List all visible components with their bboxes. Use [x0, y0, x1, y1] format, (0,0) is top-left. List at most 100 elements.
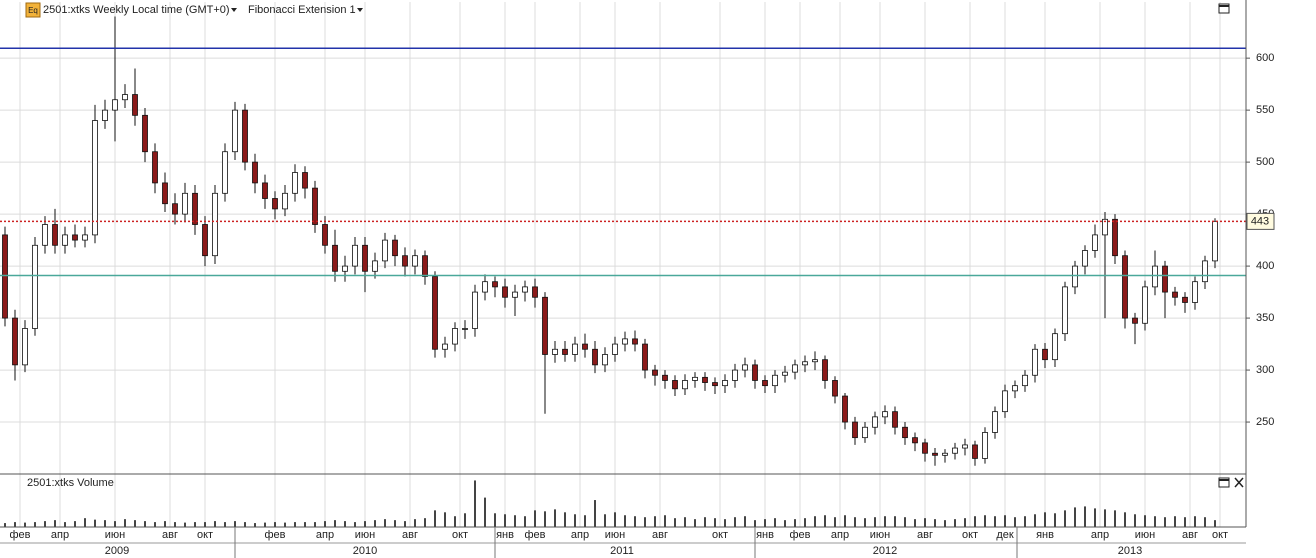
- candle-body: [742, 364, 748, 371]
- candle-body: [1202, 260, 1208, 283]
- chart-title[interactable]: 2501:xtks Weekly Local time (GMT+0): [43, 4, 230, 16]
- volume-bar: [734, 517, 736, 527]
- volume-bar: [1164, 517, 1166, 527]
- candle-body: [152, 151, 158, 184]
- volume-bar: [24, 522, 26, 527]
- y-tick-label: 350: [1256, 312, 1274, 324]
- candle-body: [1102, 218, 1108, 236]
- symbol-icon[interactable]: [25, 2, 41, 18]
- candle-body: [1082, 250, 1088, 267]
- candle-body: [942, 452, 948, 456]
- candle-body: [1002, 390, 1008, 413]
- volume-bar: [714, 518, 716, 527]
- maximize-button[interactable]: [1218, 477, 1230, 488]
- candle-body: [1042, 348, 1048, 361]
- x-tick-label: дек: [996, 529, 1014, 541]
- candle-body: [1052, 333, 1058, 361]
- volume-bar: [274, 522, 276, 527]
- candle-body: [882, 411, 888, 418]
- candle-body: [302, 172, 308, 189]
- volume-bar: [1004, 515, 1006, 527]
- volume-bar: [554, 509, 556, 527]
- volume-bar: [14, 522, 16, 527]
- volume-bar: [814, 516, 816, 527]
- volume-bar: [684, 517, 686, 527]
- volume-bar: [54, 520, 56, 527]
- indicator-title[interactable]: Fibonacci Extension 1: [248, 4, 356, 16]
- dropdown-arrow[interactable]: [231, 8, 237, 12]
- candle-body: [842, 395, 848, 423]
- year-label: 2012: [873, 545, 897, 557]
- marks: [0, 16, 1246, 527]
- volume-bar: [574, 514, 576, 527]
- x-tick-label: окт: [452, 529, 468, 541]
- symbol-icon-text: Eq: [28, 6, 38, 15]
- candle-body: [392, 239, 398, 257]
- close-button[interactable]: [1234, 477, 1244, 488]
- volume-bar: [704, 517, 706, 527]
- volume-bar: [284, 522, 286, 527]
- candle-body: [342, 265, 348, 272]
- volume-bar: [324, 521, 326, 527]
- volume-bar: [404, 521, 406, 527]
- candle-body: [242, 109, 248, 163]
- candle-body: [962, 444, 968, 449]
- volume-bar: [794, 519, 796, 527]
- candle-body: [1162, 265, 1168, 293]
- x-tick-label: окт: [197, 529, 213, 541]
- candle-body: [362, 244, 368, 272]
- candle-body: [142, 114, 148, 153]
- volume-bar: [764, 519, 766, 527]
- candle-body: [582, 343, 588, 350]
- maximize-button[interactable]: [1218, 3, 1230, 14]
- volume-bar: [634, 516, 636, 527]
- candle-body: [702, 376, 708, 383]
- x-tick-label: авг: [652, 529, 668, 541]
- candle-body: [112, 99, 118, 111]
- volume-bar: [84, 518, 86, 527]
- candle-body: [622, 338, 628, 345]
- volume-bar: [304, 522, 306, 527]
- volume-bar: [444, 512, 446, 527]
- candle-body: [492, 281, 498, 288]
- candle-body: [542, 296, 548, 355]
- candle-body: [172, 203, 178, 215]
- candle-body: [382, 239, 388, 262]
- year-label: 2013: [1118, 545, 1142, 557]
- candle-body: [672, 380, 678, 390]
- volume-bar: [564, 512, 566, 527]
- candle-body: [662, 374, 668, 381]
- price-label-box: [1246, 212, 1275, 230]
- candle-body: [952, 447, 958, 454]
- candle-body: [252, 161, 258, 184]
- x-tick-label: июн: [870, 529, 890, 541]
- candle-body: [272, 198, 278, 210]
- x-tick-label: окт: [962, 529, 978, 541]
- candle-body: [12, 317, 18, 366]
- x-tick-label: апр: [316, 529, 334, 541]
- volume-bar: [674, 518, 676, 527]
- candle-body: [1132, 317, 1138, 324]
- candle-body: [922, 442, 928, 454]
- candle-body: [452, 328, 458, 345]
- dropdown-arrow[interactable]: [357, 8, 363, 12]
- volume-bar: [1124, 512, 1126, 527]
- candle-body: [512, 291, 518, 298]
- volume-bar: [364, 521, 366, 527]
- volume-bar: [1044, 512, 1046, 527]
- candle-body: [522, 286, 528, 293]
- volume-bar: [294, 522, 296, 527]
- volume-bar: [334, 520, 336, 527]
- x-tick-label: апр: [51, 529, 69, 541]
- volume-bar: [724, 519, 726, 527]
- volume-bar: [454, 516, 456, 527]
- volume-bar: [804, 518, 806, 527]
- volume-title: 2501:xtks Volume: [27, 477, 114, 489]
- volume-bar: [174, 522, 176, 527]
- volume-bar: [224, 522, 226, 527]
- grid: [0, 2, 1246, 527]
- candle-body: [262, 182, 268, 199]
- volume-bar: [374, 520, 376, 527]
- candle-body: [102, 109, 108, 121]
